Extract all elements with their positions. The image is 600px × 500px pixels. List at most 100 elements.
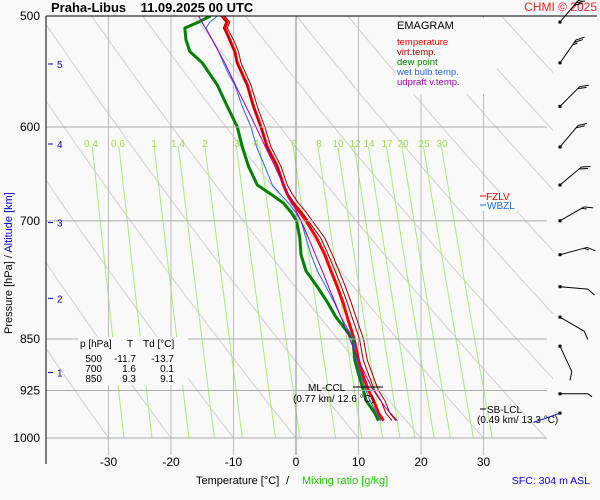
y-tick-label: 850 (20, 332, 40, 346)
series-line-wet-bulb-temp (205, 16, 382, 421)
dry-adiabat (46, 179, 234, 439)
wind-barb-staff (559, 86, 581, 107)
plot-area (46, 16, 553, 455)
wind-barb-feather (575, 0, 585, 4)
altitude-tick-label: 2 (57, 294, 63, 305)
wind-barb (558, 122, 587, 149)
mixing-ratio-label: 20 (397, 139, 409, 150)
x-tick-label: -10 (225, 455, 243, 469)
mixing-ratio-label: 8 (316, 139, 322, 150)
surface-elevation-label: SFC: 304 m ASL (512, 475, 590, 487)
ml-ccl-value: (0.77 km/ 12.6 °C) (293, 394, 374, 405)
wind-barb-feather (587, 288, 595, 296)
wind-barb (558, 0, 585, 24)
x-axis-label: Temperature [°C] (196, 475, 279, 487)
mixing-ratio-line (259, 146, 301, 439)
y-tick-label: 925 (20, 384, 40, 398)
levels-table-header: T (127, 339, 133, 350)
wind-barb (558, 206, 594, 223)
mixing-ratio-label: 10 (332, 139, 344, 150)
wind-barb-feather (575, 36, 585, 41)
levels-table-cell: -11.7 (114, 354, 136, 365)
levels-table-box (78, 337, 188, 385)
wind-barb (558, 36, 585, 65)
mixing-ratio-line (317, 146, 363, 439)
wind-barb-staff (559, 246, 588, 256)
wind-barb (558, 285, 595, 296)
legend-item-label: virt.temp. (397, 47, 436, 58)
dry-adiabat (46, 347, 109, 439)
wbzl-label: WBZL (487, 201, 515, 212)
wind-barb-staff (559, 286, 588, 290)
dry-adiabat (46, 100, 297, 439)
dry-adiabat (46, 23, 359, 439)
x-tick-label: 0 (293, 455, 300, 469)
wind-barb-feather (577, 0, 583, 2)
mixing-ratio-label: 17 (381, 139, 393, 150)
dry-adiabat (500, 16, 553, 74)
wind-barb-feather (577, 122, 587, 126)
series-line-virt-temp (224, 16, 397, 422)
x-tick-label: 30 (477, 455, 491, 469)
wind-barb-staff (559, 345, 573, 372)
legend-item-label: udpraft v.temp. (397, 77, 460, 88)
chart-title: Praha-Libus 11.09.2025 00 UTC (51, 0, 254, 15)
wind-barb-staff (559, 125, 579, 148)
mixing-ratio-line (204, 146, 243, 439)
x-tick-label: -30 (100, 455, 118, 469)
wind-barb-feather (586, 246, 596, 252)
wind-barb-station-dot (558, 253, 562, 257)
legend-box (395, 18, 497, 94)
mixing-ratio-label: 1.4 (171, 139, 185, 150)
levels-table-cell: 9.3 (122, 374, 136, 385)
dry-adiabat (449, 16, 553, 131)
mixing-ratio-line (292, 146, 336, 439)
y-axis-label-pressure: Pressure [hPa] / (3, 253, 15, 334)
wind-barb-feather (583, 330, 589, 340)
mixing-ratio-label: 4 (253, 139, 259, 150)
y-axis-label-altitude: Altitude [km] (3, 192, 15, 253)
x-axis-separator: / (286, 475, 290, 487)
legend-item-label: dew point (397, 57, 438, 68)
levels-table-cell: 700 (85, 364, 102, 375)
wind-barb-staff (559, 316, 585, 332)
wind-barb (558, 315, 589, 340)
y-tick-label: 700 (20, 214, 40, 228)
y-tick-label: 1000 (13, 431, 40, 445)
wind-barb-feather (579, 84, 589, 88)
wind-barb (533, 411, 562, 423)
mixing-ratio-line (423, 146, 474, 439)
mixing-ratio-line (177, 146, 215, 439)
mixing-ratio-line (118, 146, 153, 439)
mixing-ratio-line (91, 146, 125, 439)
altitude-tick-label: 3 (57, 219, 63, 230)
y-tick-label: 600 (20, 120, 40, 134)
dry-adiabat (552, 16, 553, 17)
copyright-label: CHMI © 2025 (524, 0, 597, 14)
wind-barb-staff (545, 412, 561, 419)
sb-lcl-label: SB-LCL (487, 405, 522, 416)
mixing-ratio-line (353, 146, 401, 439)
wind-barb-feather (587, 393, 593, 398)
wind-barb-feather (574, 2, 584, 6)
wind-barb-feather (581, 207, 587, 210)
wind-barb-feather (574, 39, 584, 43)
dry-adiabat (142, 16, 484, 439)
mixing-ratio-label: 25 (418, 139, 430, 150)
mixing-ratio-line (235, 146, 276, 439)
mixing-ratio-line (386, 146, 435, 439)
wind-barb (558, 392, 593, 398)
mixing-ratio-line (440, 146, 493, 439)
series-line-udpraft-v-temp (198, 16, 398, 422)
x-tick-label: 20 (414, 455, 428, 469)
wind-barb (558, 344, 573, 381)
wind-barb (558, 84, 589, 108)
mixing-ratio-label: 0.6 (111, 139, 125, 150)
y-axis-label: Pressure [hPa] / Altitude [km] (3, 192, 15, 334)
levels-table-cell: 9.1 (160, 374, 174, 385)
levels-table-header: Td [°C] (143, 339, 174, 350)
wind-barb-staff (533, 417, 547, 423)
levels-table-cell: 1.6 (122, 364, 136, 375)
mixing-ratio-label: 1 (151, 139, 157, 150)
